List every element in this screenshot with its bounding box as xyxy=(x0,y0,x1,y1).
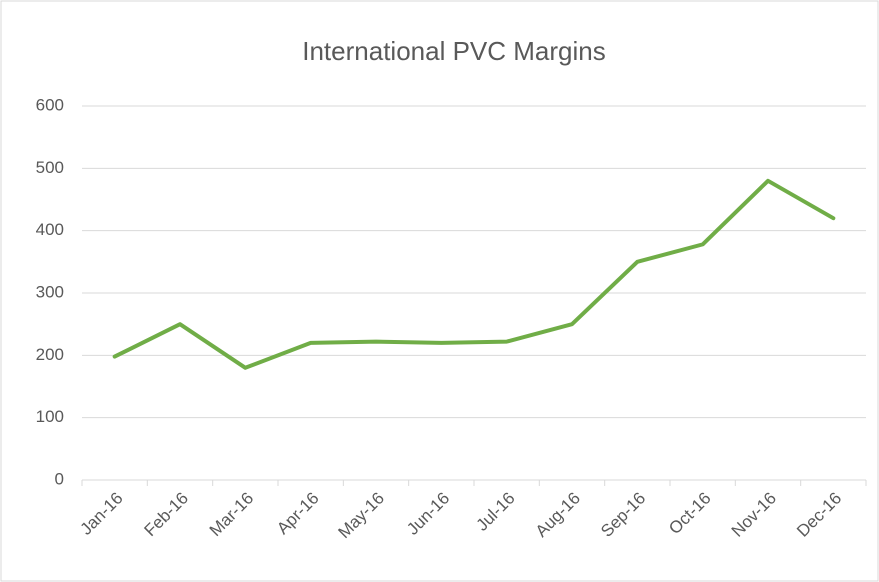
y-tick-label: 300 xyxy=(36,282,64,301)
y-tick-label: 100 xyxy=(36,407,64,426)
y-tick-label: 600 xyxy=(36,95,64,114)
y-tick-label: 400 xyxy=(36,220,64,239)
y-tick-label: 500 xyxy=(36,158,64,177)
chart-title: International PVC Margins xyxy=(302,36,605,66)
y-tick-label: 0 xyxy=(55,469,64,488)
y-tick-label: 200 xyxy=(36,345,64,364)
data-line xyxy=(112,178,836,370)
